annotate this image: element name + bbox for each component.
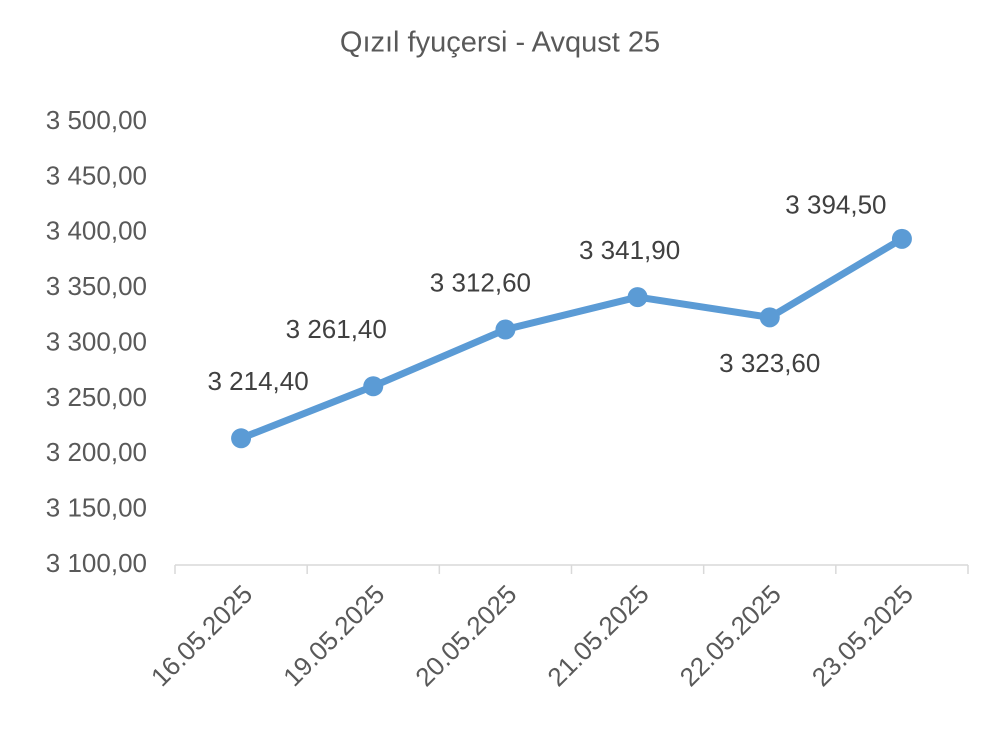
chart-title: Qızıl fyuçersi - Avqust 25: [340, 27, 660, 59]
x-tick-label: 19.05.2025: [277, 579, 390, 692]
x-tick-label: 21.05.2025: [541, 579, 654, 692]
point: [363, 376, 384, 397]
x-tick-label: 22.05.2025: [674, 579, 787, 692]
y-tick-label: 3 500,00: [46, 105, 147, 135]
point: [759, 307, 780, 328]
point: [627, 287, 648, 308]
y-tick-label: 3 200,00: [46, 437, 147, 467]
y-tick-label: 3 450,00: [46, 160, 147, 190]
y-tick-label: 3 250,00: [46, 382, 147, 412]
data-label: 3 394,50: [785, 190, 886, 220]
y-tick-label: 3 350,00: [46, 271, 147, 301]
line: [239, 235, 904, 442]
y-tick-label: 3 400,00: [46, 216, 147, 246]
y-tick-label: 3 100,00: [46, 548, 147, 578]
data-label: 3 214,40: [207, 366, 308, 396]
y-tick-label: 3 150,00: [46, 493, 147, 523]
x-tick-label: 23.05.2025: [806, 579, 919, 692]
data-label: 3 261,40: [286, 314, 387, 344]
point: [495, 319, 516, 340]
data-label: 3 312,60: [430, 267, 531, 297]
y-tick-label: 3 300,00: [46, 326, 147, 356]
data-label: 3 341,90: [579, 235, 680, 265]
x-tick-label: 16.05.2025: [145, 579, 258, 692]
x-tick-label: 20.05.2025: [409, 579, 522, 692]
point: [891, 228, 912, 249]
data-label: 3 323,60: [719, 348, 820, 378]
point: [231, 428, 252, 449]
